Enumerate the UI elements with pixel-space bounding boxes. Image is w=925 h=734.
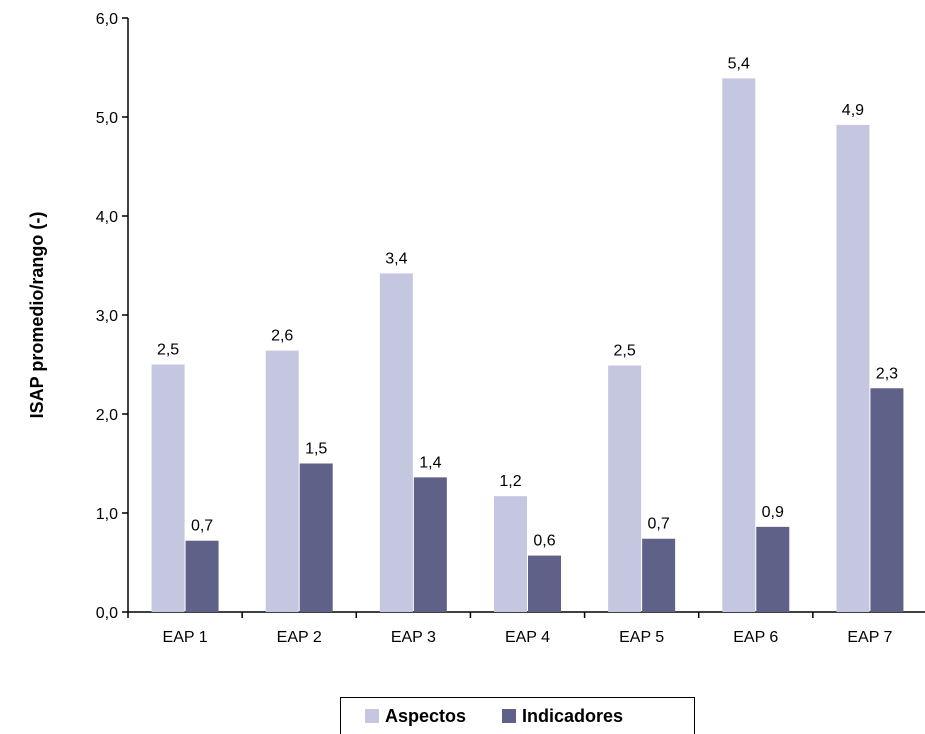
data-label-indicadores-7: 2,3 [876, 365, 898, 382]
bar-aspectos-4 [494, 496, 527, 612]
data-label-aspectos-7: 4,9 [842, 102, 864, 119]
y-axis-title: ISAP promedio/rango (-) [27, 212, 47, 419]
bar-aspectos-6 [722, 78, 756, 612]
bar-chart: 0,01,02,03,04,05,06,0 EAP 1 EAP 2 EAP 3 EAP… [27, 11, 925, 646]
y-tick-label: 3,0 [96, 308, 118, 325]
bar-aspectos-7 [836, 124, 870, 613]
y-axis: 0,0 1,0 2,0 3,0 4,0 5,0 6,0 [96, 11, 129, 622]
data-label-indicadores-1: 0,7 [191, 518, 213, 535]
data-label-aspectos-3: 3,4 [385, 250, 407, 267]
bar-aspectos-5 [608, 365, 642, 612]
data-labels: 2,5 2,6 3,4 1,2 2,5 5,4 4,9 0,7 1,5 1,4 0,6 0,7 0,9 2… [157, 55, 898, 549]
data-label-aspectos-2: 2,6 [271, 328, 293, 345]
bar-aspectos-1 [151, 364, 185, 612]
bar-aspectos-2 [265, 350, 299, 612]
bar-indicadores-5 [642, 538, 676, 612]
y-tick-label: 0,0 [96, 605, 118, 622]
bar-indicadores-6 [756, 526, 790, 612]
y-tick-label: 6,0 [96, 11, 118, 28]
bar-indicadores-1 [185, 540, 219, 612]
bar-aspectos-3 [379, 273, 413, 612]
bars [151, 78, 904, 613]
bar-indicadores-2 [299, 463, 333, 612]
x-tick-label: EAP 3 [391, 629, 436, 646]
legend-swatch-indicadores [502, 709, 517, 723]
legend-item-aspectos: Aspectos [365, 706, 466, 727]
x-tick-label: EAP 1 [163, 629, 208, 646]
x-axis: EAP 1 EAP 2 EAP 3 EAP 4 EAP 5 EAP 6 EAP 7 [127, 611, 925, 646]
data-label-aspectos-5: 2,5 [614, 342, 636, 359]
x-tick-label: EAP 7 [847, 629, 892, 646]
data-label-indicadores-6: 0,9 [762, 504, 784, 521]
x-tick-label: EAP 5 [619, 629, 664, 646]
y-tick-label: 2,0 [96, 407, 118, 424]
data-label-indicadores-2: 1,5 [305, 441, 327, 458]
legend: Aspectos Indicadores [340, 697, 695, 734]
legend-label-aspectos: Aspectos [385, 705, 467, 726]
data-label-aspectos-6: 5,4 [728, 55, 750, 72]
legend-swatch-aspectos [365, 709, 379, 723]
data-label-aspectos-1: 2,5 [157, 342, 179, 359]
data-label-aspectos-4: 1,2 [499, 473, 521, 490]
y-tick-label: 1,0 [96, 506, 118, 523]
legend-label-indicadores: Indicadores [522, 705, 624, 726]
legend-item-indicadores: Indicadores [502, 706, 623, 727]
bar-indicadores-7 [870, 388, 904, 612]
data-label-indicadores-3: 1,4 [419, 454, 441, 471]
data-label-indicadores-5: 0,7 [648, 516, 670, 533]
y-tick-label: 4,0 [96, 209, 118, 226]
data-label-indicadores-4: 0,6 [533, 533, 555, 550]
x-tick-label: EAP 6 [733, 629, 778, 646]
y-tick-label: 5,0 [96, 110, 118, 127]
x-tick-label: EAP 4 [505, 629, 550, 646]
x-tick-label: EAP 2 [277, 629, 322, 646]
bar-indicadores-3 [413, 477, 447, 612]
bar-indicadores-4 [528, 555, 561, 612]
